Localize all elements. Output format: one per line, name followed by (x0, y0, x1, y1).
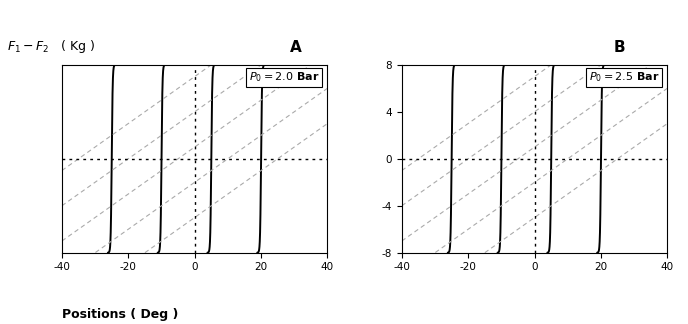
Text: $P_0 = 2.5$ Bar: $P_0 = 2.5$ Bar (589, 70, 659, 84)
Text: $F_1 - F_2$   ( Kg ): $F_1 - F_2$ ( Kg ) (7, 38, 95, 55)
Text: B: B (614, 40, 625, 55)
Text: Positions ( Deg ): Positions ( Deg ) (62, 308, 178, 321)
Text: A: A (290, 40, 302, 55)
Text: $P_0 = 2.0$ Bar: $P_0 = 2.0$ Bar (249, 70, 319, 84)
